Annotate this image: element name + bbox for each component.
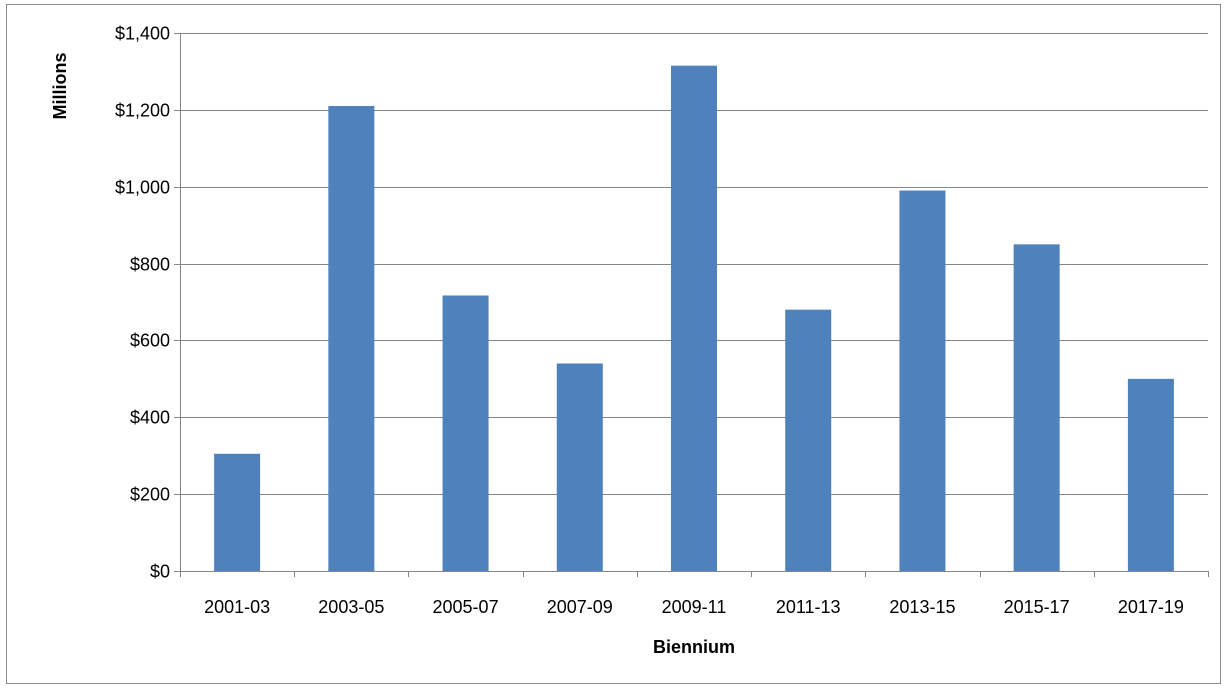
x-tick-label: 2003-05 bbox=[318, 597, 384, 617]
bar bbox=[442, 295, 489, 571]
y-tick-label: $1,200 bbox=[115, 101, 170, 121]
x-tick-label: 2005-07 bbox=[433, 597, 499, 617]
bar bbox=[328, 106, 375, 571]
x-tick-label: 2011-13 bbox=[776, 597, 841, 617]
y-tick-label: $600 bbox=[130, 331, 170, 351]
bar bbox=[671, 65, 717, 572]
bar bbox=[1127, 378, 1174, 571]
axes bbox=[180, 33, 1208, 572]
y-tick-labels: $0 $200 $400 $600 $800 $1,000 $1,200 $1,400 bbox=[115, 24, 180, 582]
y-axis-title: Millions bbox=[50, 53, 70, 120]
x-tick-label: 2017-19 bbox=[1118, 597, 1184, 617]
x-tick-label: 2015-17 bbox=[1004, 597, 1070, 617]
bar bbox=[899, 190, 946, 572]
y-tick-label: $1,400 bbox=[115, 24, 170, 44]
y-tick-label: $800 bbox=[130, 255, 170, 275]
y-tick-label: $400 bbox=[130, 408, 170, 428]
bars bbox=[214, 65, 1174, 572]
x-tick-label: 2001-03 bbox=[204, 597, 270, 617]
y-tick-label: $0 bbox=[150, 562, 170, 582]
x-tick-label: 2013-15 bbox=[889, 597, 955, 617]
x-axis-title: Biennium bbox=[653, 637, 735, 657]
y-tick-label: $1,000 bbox=[115, 178, 170, 198]
bar bbox=[785, 309, 832, 571]
x-tick-label: 2009-11 bbox=[662, 597, 727, 617]
bar bbox=[214, 453, 261, 571]
x-tick-label: 2007-09 bbox=[547, 597, 613, 617]
bar bbox=[556, 363, 603, 571]
y-tick-label: $200 bbox=[130, 485, 170, 505]
x-tick-labels: 2001-03 2003-05 2005-07 2007-09 2009-11 2011-… bbox=[180, 571, 1209, 617]
bar bbox=[1013, 244, 1060, 571]
